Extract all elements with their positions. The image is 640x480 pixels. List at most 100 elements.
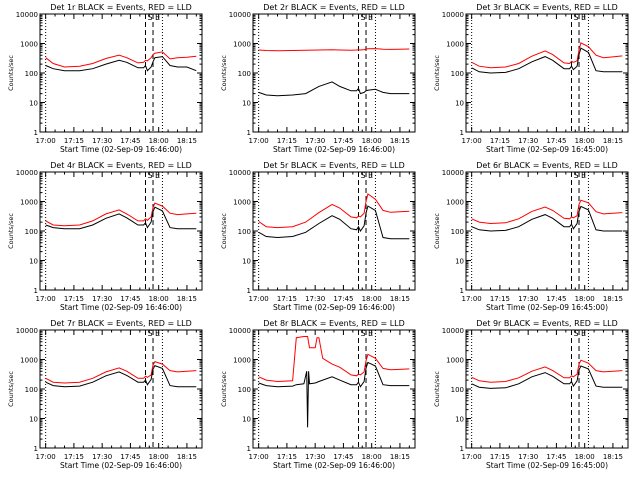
y-tick-label: 10: [29, 416, 38, 424]
lld-series-line: [258, 193, 410, 229]
y-tick-label: 100: [25, 70, 38, 78]
detector-panel-1: Det 1r BLACK = Events, RED = LLD 1 10 100 10…: [7, 3, 203, 154]
y-axis-label: Counts/sec: [220, 213, 228, 249]
x-axis-label: Start Time (02-Sep-09 16:45:00): [486, 303, 608, 312]
y-tick-label: 1000: [20, 41, 38, 49]
y-tick-label: 10000: [442, 169, 464, 177]
y-tick-label: 10000: [16, 169, 38, 177]
x-tick-label: 18:15: [390, 137, 410, 145]
x-tick-label: 17:00: [36, 453, 56, 461]
x-tick-label: 17:30: [92, 295, 112, 303]
x-tick-label: 18:00: [575, 295, 595, 303]
y-axis-label: Counts/sec: [433, 213, 441, 249]
x-axis-label: Start Time (02-Sep-09 16:46:00): [273, 145, 395, 154]
y-tick-label: 10: [29, 100, 38, 108]
x-tick-label: 17:45: [333, 137, 353, 145]
x-tick-label: 17:30: [305, 453, 325, 461]
end-marker-label: E: [155, 329, 160, 338]
events-series-line: [45, 206, 197, 230]
y-tick-label: 100: [25, 386, 38, 394]
x-tick-label: 17:45: [546, 137, 566, 145]
lld-series-line: [258, 48, 410, 52]
end-marker-label: E: [581, 13, 586, 22]
y-tick-label: 1: [34, 129, 38, 137]
events-series-line: [471, 205, 623, 232]
start-marker-label: S: [360, 329, 365, 338]
y-tick-label: 10000: [229, 327, 251, 335]
y-tick-label: 10000: [16, 327, 38, 335]
panel-title: Det 8r BLACK = Events, RED = LLD: [263, 319, 405, 328]
x-tick-label: 17:45: [546, 453, 566, 461]
x-tick-label: 17:00: [36, 137, 56, 145]
detector-panel-7: Det 7r BLACK = Events, RED = LLD 1 10 100 10…: [7, 319, 203, 470]
y-tick-label: 1000: [446, 357, 464, 365]
lld-series-line: [45, 202, 197, 227]
x-tick-label: 18:15: [603, 137, 623, 145]
y-tick-label: 1: [247, 129, 251, 137]
y-tick-label: 10: [455, 258, 464, 266]
panel-title: Det 1r BLACK = Events, RED = LLD: [50, 3, 192, 12]
x-axis-label: Start Time (02-Sep-09 16:46:00): [60, 145, 182, 154]
y-axis-label: Counts/sec: [433, 55, 441, 91]
x-tick-label: 18:00: [575, 453, 595, 461]
y-tick-label: 1: [34, 445, 38, 453]
detector-panel-5: Det 5r BLACK = Events, RED = LLD 1 10 100 10…: [220, 161, 416, 312]
x-tick-label: 18:00: [362, 137, 382, 145]
x-tick-label: 17:15: [64, 453, 84, 461]
x-tick-label: 17:00: [462, 295, 482, 303]
plot-frame: [465, 329, 629, 449]
start-marker-label: S: [573, 329, 578, 338]
y-tick-label: 1000: [446, 41, 464, 49]
y-tick-label: 1000: [233, 357, 251, 365]
detector-panel-2: Det 2r BLACK = Events, RED = LLD 1 10 100 10…: [220, 3, 416, 154]
y-tick-label: 1: [460, 287, 464, 295]
end-marker-label: E: [368, 13, 373, 22]
x-tick-label: 17:15: [64, 295, 84, 303]
start-marker-label: S: [360, 171, 365, 180]
events-series-line: [258, 361, 410, 428]
detector-panel-4: Det 4r BLACK = Events, RED = LLD 1 10 100 10…: [7, 161, 203, 312]
detector-panel-3: Det 3r BLACK = Events, RED = LLD 1 10 100 10…: [433, 3, 629, 154]
events-series-line: [258, 81, 410, 97]
x-tick-label: 18:15: [390, 453, 410, 461]
end-marker-label: E: [155, 13, 160, 22]
y-tick-label: 100: [238, 70, 251, 78]
y-tick-label: 10000: [16, 11, 38, 19]
y-tick-label: 1: [247, 287, 251, 295]
panel-title: Det 9r BLACK = Events, RED = LLD: [476, 319, 618, 328]
x-tick-label: 18:15: [177, 453, 197, 461]
plot-frame: [39, 171, 203, 291]
start-marker-label: S: [147, 171, 152, 180]
panel-title: Det 2r BLACK = Events, RED = LLD: [263, 3, 405, 12]
plot-frame: [252, 329, 416, 449]
y-tick-label: 1: [460, 129, 464, 137]
detector-panel-9: Det 9r BLACK = Events, RED = LLD 1 10 100 10…: [433, 319, 629, 470]
y-tick-label: 100: [238, 386, 251, 394]
events-series-line: [471, 365, 623, 389]
y-tick-label: 10: [242, 100, 251, 108]
panel-title: Det 7r BLACK = Events, RED = LLD: [50, 319, 192, 328]
detector-panel-8: Det 8r BLACK = Events, RED = LLD 1 10 100 10…: [220, 319, 416, 470]
events-series-line: [258, 205, 410, 240]
x-axis-label: Start Time (02-Sep-09 16:46:00): [273, 303, 395, 312]
lld-series-line: [45, 51, 197, 68]
x-tick-label: 18:00: [149, 295, 169, 303]
x-tick-label: 17:00: [249, 137, 269, 145]
x-tick-label: 17:30: [92, 453, 112, 461]
y-tick-label: 1000: [20, 199, 38, 207]
x-tick-label: 17:45: [333, 453, 353, 461]
lld-series-line: [45, 360, 197, 384]
x-axis-label: Start Time (02-Sep-09 16:45:00): [486, 461, 608, 470]
y-tick-label: 100: [451, 386, 464, 394]
x-tick-label: 17:00: [36, 295, 56, 303]
x-tick-label: 17:45: [333, 295, 353, 303]
y-tick-label: 1: [34, 287, 38, 295]
x-axis-label: Start Time (02-Sep-09 16:45:00): [486, 145, 608, 154]
x-tick-label: 17:30: [518, 137, 538, 145]
y-tick-label: 10: [242, 258, 251, 266]
start-marker-label: S: [573, 13, 578, 22]
y-tick-label: 10: [242, 416, 251, 424]
x-tick-label: 17:15: [490, 453, 510, 461]
y-tick-label: 10: [29, 258, 38, 266]
x-tick-label: 17:30: [305, 137, 325, 145]
